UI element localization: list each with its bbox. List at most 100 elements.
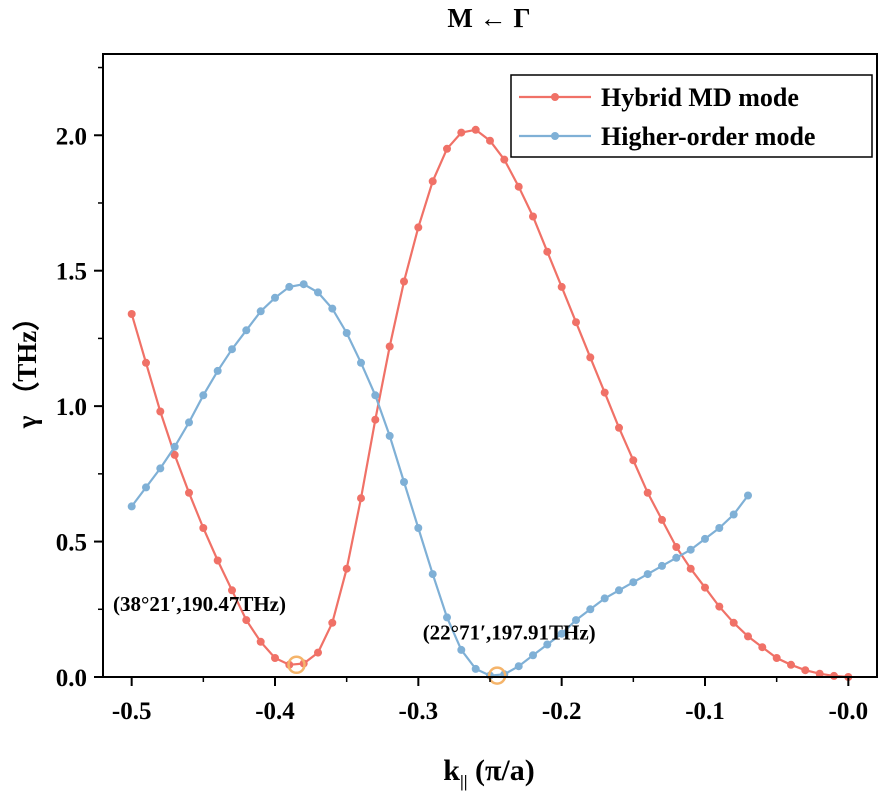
y-tick-label: 0.0 xyxy=(56,665,87,692)
x-tick-label: -0.4 xyxy=(255,698,295,725)
y-axis-label: γ （THz） xyxy=(12,304,42,429)
data-point xyxy=(328,618,337,627)
data-point xyxy=(400,478,408,486)
data-point xyxy=(500,155,509,164)
data-point xyxy=(127,502,136,511)
data-point xyxy=(830,671,838,680)
data-point xyxy=(772,654,781,662)
data-point xyxy=(156,407,165,416)
data-point xyxy=(271,654,279,662)
data-point xyxy=(314,648,322,657)
annotation-marker xyxy=(287,655,306,675)
data-point xyxy=(127,310,136,318)
annotation-label: (22°71′,197.91THz) xyxy=(423,621,596,645)
data-point xyxy=(557,629,566,638)
data-point xyxy=(672,543,681,551)
series-line xyxy=(130,283,749,677)
x-axis-label-subscript: || xyxy=(460,772,468,791)
legend-swatch-marker xyxy=(551,132,559,140)
data-point xyxy=(815,669,824,678)
data-point xyxy=(414,223,423,232)
data-point xyxy=(142,483,150,492)
data-point xyxy=(170,450,179,459)
x-axis-label-unit: (π/a) xyxy=(467,754,534,787)
data-point xyxy=(572,616,580,625)
data-point xyxy=(729,618,738,627)
x-tick-label: -0.5 xyxy=(112,698,152,725)
x-tick-label: -0.2 xyxy=(542,698,582,725)
data-point xyxy=(557,282,566,291)
data-point xyxy=(801,666,810,675)
data-point xyxy=(414,524,423,532)
data-point xyxy=(314,288,322,297)
data-point xyxy=(615,586,623,595)
x-tick-label: -0.1 xyxy=(685,698,725,725)
x-tick-label: -0.3 xyxy=(399,698,439,725)
y-tick-label: 0.5 xyxy=(56,530,87,557)
data-point xyxy=(242,326,251,335)
data-point xyxy=(371,415,380,424)
x-axis: -0.5 -0.4 -0.3 -0.2 -0.1 -0.0 xyxy=(112,677,868,725)
data-point xyxy=(443,144,451,153)
annotation-label: (38°21′,190.47THz) xyxy=(113,592,286,616)
data-point xyxy=(643,488,652,497)
data-point xyxy=(228,586,236,595)
x-axis-label: k|| (π/a) xyxy=(443,754,534,791)
data-point xyxy=(787,660,795,669)
data-point xyxy=(572,318,580,327)
data-point xyxy=(715,524,724,532)
data-point xyxy=(213,556,222,565)
data-point xyxy=(371,391,380,400)
series-1 xyxy=(127,125,853,681)
y-tick-label: 1.5 xyxy=(56,259,87,286)
data-point xyxy=(686,545,695,554)
series-layer xyxy=(127,125,853,681)
data-point xyxy=(529,212,537,221)
data-point xyxy=(443,613,451,622)
data-point xyxy=(400,277,408,286)
data-point xyxy=(543,247,552,256)
data-point xyxy=(758,643,767,652)
legend-swatch-marker xyxy=(551,93,559,101)
data-point xyxy=(342,329,351,337)
data-point xyxy=(457,645,466,654)
data-point xyxy=(342,564,351,573)
legend-label: Higher-order mode xyxy=(601,122,815,151)
data-point xyxy=(299,280,308,289)
data-point xyxy=(586,353,595,362)
data-point xyxy=(514,182,523,191)
data-point xyxy=(185,488,193,497)
data-point xyxy=(600,388,609,397)
data-point xyxy=(529,651,537,660)
x-tick-label: -0.0 xyxy=(829,698,869,725)
data-point xyxy=(142,358,150,367)
data-point xyxy=(385,431,394,440)
data-point xyxy=(629,456,638,465)
legend: Hybrid MD mode Higher-order mode xyxy=(510,74,873,158)
data-point xyxy=(242,616,251,625)
data-point xyxy=(428,570,437,579)
data-point xyxy=(600,594,609,603)
data-point xyxy=(285,282,294,291)
y-tick-label: 1.0 xyxy=(56,394,87,421)
data-point xyxy=(228,345,236,354)
data-point xyxy=(213,366,222,375)
data-point xyxy=(514,662,523,671)
data-point xyxy=(357,494,365,503)
data-point xyxy=(715,602,724,611)
data-point xyxy=(672,553,681,562)
data-point xyxy=(701,534,709,543)
data-point xyxy=(471,125,480,134)
chart-title: M ← Γ xyxy=(447,3,530,33)
data-point xyxy=(428,177,437,186)
data-point xyxy=(256,307,265,316)
y-axis: 0.0 0.5 1.0 1.5 2.0 xyxy=(56,66,103,692)
data-point xyxy=(385,342,394,351)
data-point xyxy=(185,418,193,427)
data-point xyxy=(658,515,666,524)
data-point xyxy=(658,561,666,570)
series-2 xyxy=(127,280,752,680)
data-point xyxy=(170,442,179,451)
annotations: (38°21′,190.47THz) (22°71′,197.91THz) xyxy=(113,592,596,685)
